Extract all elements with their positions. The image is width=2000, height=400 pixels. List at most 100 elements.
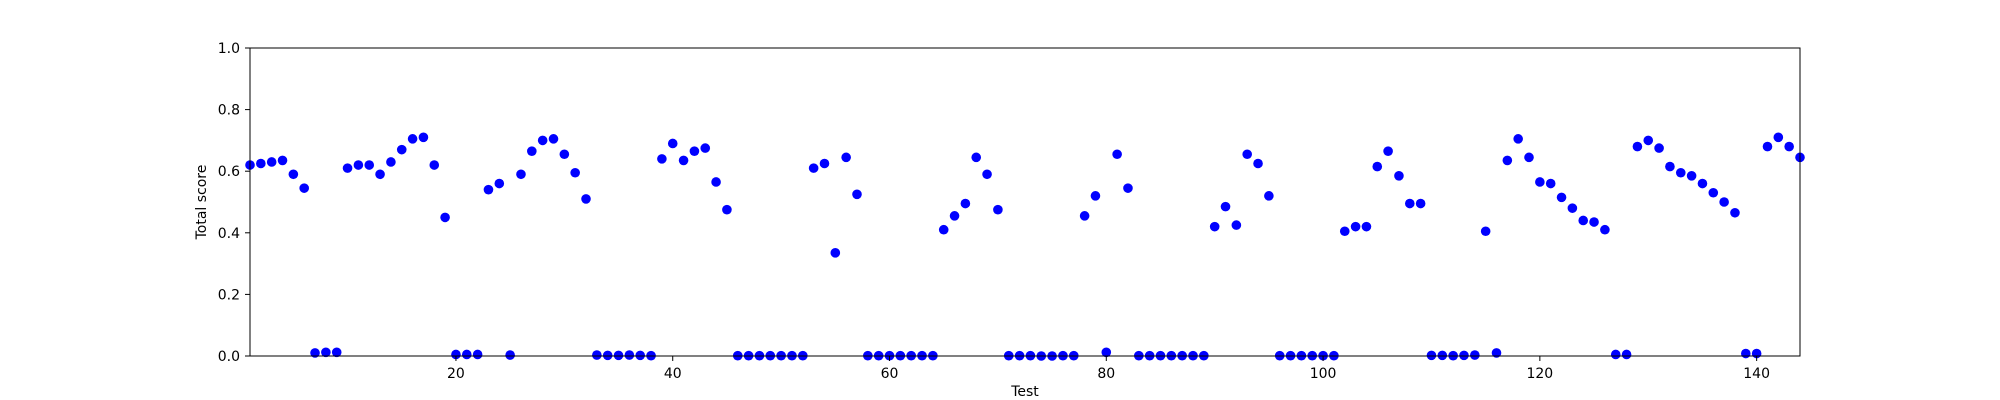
- data-point: [1762, 141, 1773, 152]
- data-point: [819, 158, 830, 169]
- data-point: [1242, 149, 1252, 160]
- data-point: [1437, 350, 1448, 361]
- data-point: [1643, 135, 1654, 146]
- data-point: [1264, 191, 1274, 201]
- data-point: [808, 163, 819, 173]
- data-point: [331, 347, 342, 358]
- data-point: [342, 163, 353, 173]
- y-tick-label: 0.0: [218, 349, 240, 365]
- data-point: [418, 132, 429, 143]
- data-point: [1090, 191, 1101, 201]
- data-point: [440, 212, 450, 223]
- y-axis-label: Total score: [194, 165, 210, 241]
- data-point: [461, 349, 472, 360]
- data-point: [971, 152, 982, 163]
- data-point: [472, 349, 483, 360]
- data-point: [559, 149, 570, 160]
- data-point: [678, 155, 689, 166]
- data-point: [1556, 192, 1567, 203]
- data-point: [310, 348, 320, 358]
- data-point: [1209, 221, 1220, 232]
- data-point: [321, 347, 331, 358]
- data-point: [1123, 183, 1133, 193]
- data-point: [982, 169, 992, 180]
- data-point: [1112, 149, 1122, 160]
- data-point: [592, 350, 602, 360]
- data-point: [1426, 350, 1437, 361]
- y-tick-label: 0.4: [218, 226, 240, 242]
- x-tick-label: 140: [1743, 366, 1770, 382]
- data-point: [1459, 350, 1469, 361]
- data-point: [407, 134, 418, 144]
- data-point: [1253, 158, 1263, 169]
- data-point: [451, 349, 461, 360]
- data-point: [1491, 348, 1502, 358]
- data-point: [1480, 226, 1491, 237]
- data-point: [722, 204, 732, 215]
- data-point: [1372, 161, 1383, 172]
- data-point: [1545, 178, 1556, 189]
- data-point: [353, 160, 364, 170]
- data-point: [1339, 226, 1350, 237]
- data-point: [299, 183, 310, 193]
- data-point: [841, 152, 851, 163]
- data-point: [548, 134, 559, 144]
- data-point: [1697, 178, 1708, 189]
- data-point: [1686, 171, 1697, 181]
- axes-frame: [249, 47, 1801, 357]
- data-point: [613, 350, 624, 361]
- data-point: [1361, 221, 1372, 232]
- data-point: [266, 157, 277, 167]
- data-point: [711, 177, 721, 187]
- data-point: [1784, 141, 1794, 152]
- data-point: [364, 160, 375, 170]
- data-point: [1665, 161, 1675, 172]
- data-point: [581, 194, 591, 204]
- data-point: [1101, 347, 1112, 358]
- data-point: [505, 350, 515, 360]
- data-point: [960, 198, 971, 209]
- data-point: [657, 154, 667, 164]
- data-point: [700, 143, 711, 153]
- data-point: [1675, 167, 1686, 178]
- data-point: [1535, 177, 1545, 187]
- data-point: [1079, 211, 1090, 221]
- data-point: [386, 157, 396, 167]
- data-point: [1220, 201, 1231, 212]
- data-point: [1610, 349, 1621, 360]
- data-point: [1350, 221, 1361, 232]
- data-point: [396, 144, 407, 155]
- data-point: [1773, 132, 1784, 143]
- data-point: [570, 167, 580, 178]
- data-point: [1600, 224, 1610, 235]
- data-point: [527, 146, 537, 156]
- data-point: [830, 248, 841, 258]
- data-point: [277, 155, 288, 166]
- y-tick-label: 0.8: [218, 103, 240, 119]
- data-point: [1394, 171, 1404, 181]
- x-tick-label: 100: [1310, 366, 1337, 382]
- data-point: [1719, 197, 1729, 207]
- data-point: [1513, 134, 1523, 144]
- x-tick-label: 20: [447, 366, 465, 382]
- data-point: [288, 169, 299, 180]
- data-point: [949, 211, 960, 221]
- x-tick-label: 80: [1097, 366, 1115, 382]
- data-point: [1415, 198, 1426, 209]
- data-point: [1730, 207, 1740, 218]
- data-point: [1632, 141, 1643, 152]
- data-point: [624, 350, 635, 360]
- data-point: [429, 160, 440, 170]
- y-tick-label: 0.6: [218, 164, 240, 180]
- data-point: [1589, 217, 1599, 227]
- data-point: [1383, 146, 1393, 156]
- data-point: [516, 169, 526, 180]
- data-point: [1621, 349, 1632, 360]
- x-tick-label: 120: [1526, 366, 1553, 382]
- data-point: [667, 138, 678, 149]
- data-point: [1231, 220, 1242, 230]
- x-axis-label: Test: [1010, 384, 1039, 400]
- data-point: [635, 350, 646, 361]
- data-point: [483, 184, 494, 195]
